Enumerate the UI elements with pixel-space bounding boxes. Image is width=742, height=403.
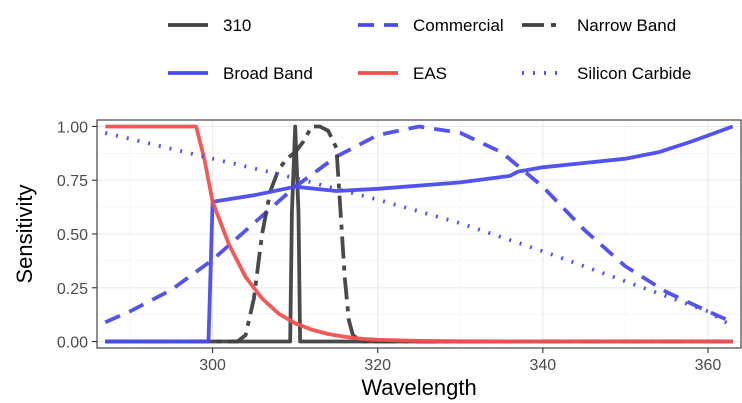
series-line-2 xyxy=(105,124,733,344)
x-axis-title: Wavelength xyxy=(361,375,476,400)
x-tick-label: 320 xyxy=(364,357,391,374)
series-line-3 xyxy=(105,124,734,344)
legend-label-0: 310 xyxy=(223,16,251,35)
y-tick-label: 0.00 xyxy=(57,335,88,352)
x-tick-label: 360 xyxy=(695,357,722,374)
legend-label-1: Commercial xyxy=(413,16,504,35)
series-line-1 xyxy=(104,124,734,324)
y-tick-label: 0.25 xyxy=(57,281,88,298)
series-lines xyxy=(104,124,734,344)
x-tick-label: 340 xyxy=(529,357,556,374)
series-line-0 xyxy=(105,124,733,344)
y-tick-label: 0.75 xyxy=(57,173,88,190)
series-line-4 xyxy=(105,124,733,344)
legend-label-4: EAS xyxy=(413,64,447,83)
x-tick-label: 300 xyxy=(199,357,226,374)
axes: 300 320 340 360 0.00 0.25 0.50 0.75 1.00 xyxy=(57,119,722,374)
legend-label-3: Broad Band xyxy=(223,64,313,83)
plot-panel xyxy=(96,119,742,349)
legend-label-5: Silicon Carbide xyxy=(577,64,691,83)
y-axis-title: Sensitivity xyxy=(12,184,37,283)
legend-label-2: Narrow Band xyxy=(577,16,676,35)
legend: 310 Commercial Narrow Band Broad Band EAS Sil… xyxy=(168,16,691,83)
y-tick-label: 1.00 xyxy=(57,119,88,136)
y-tick-label: 0.50 xyxy=(57,227,88,244)
